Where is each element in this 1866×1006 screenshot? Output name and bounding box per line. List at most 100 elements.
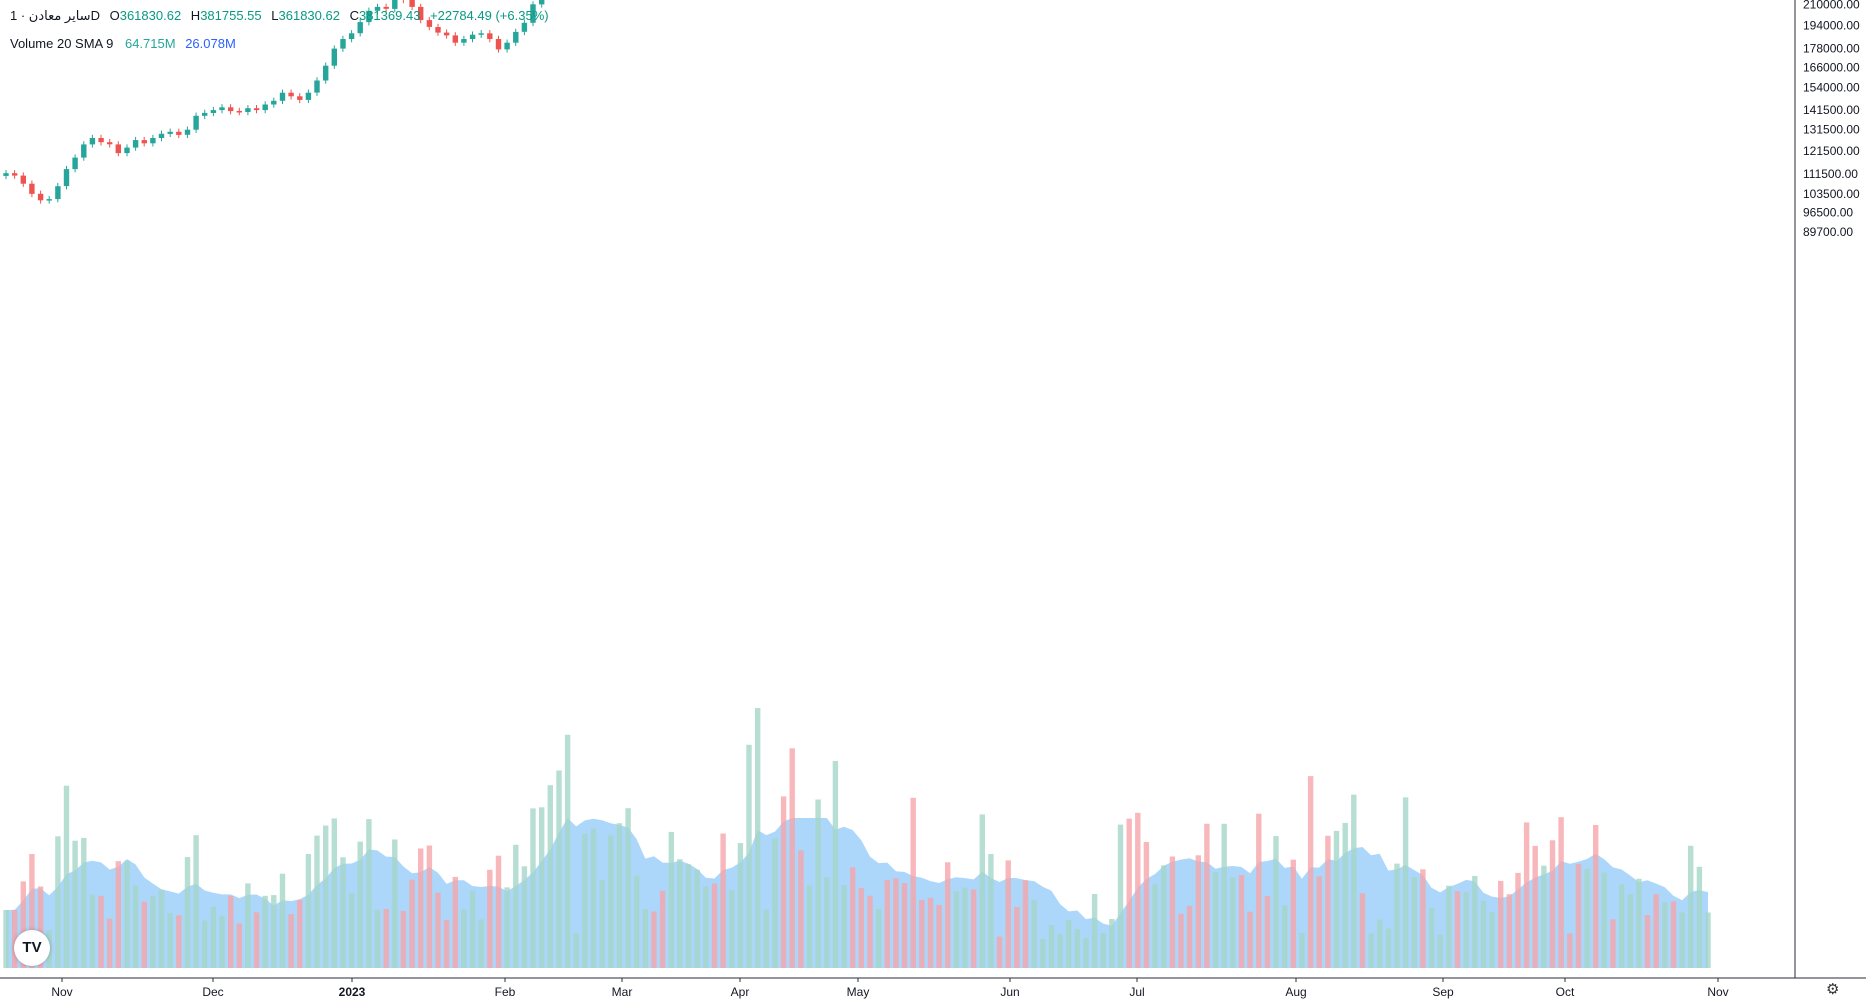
- volume-bar: [962, 887, 968, 968]
- volume-bar: [1472, 876, 1478, 968]
- x-tick-label: Dec: [202, 985, 223, 999]
- volume-bar: [1264, 896, 1271, 968]
- volume-bar: [245, 883, 251, 968]
- volume-bar: [513, 844, 519, 968]
- volume-bar: [184, 857, 191, 968]
- sma-value: 26.078M: [185, 36, 236, 51]
- volume-bar: [461, 909, 467, 968]
- volume-bar: [141, 901, 147, 968]
- candle-body: [89, 138, 96, 145]
- change-value: +22784.49 (+6.35%): [430, 8, 549, 23]
- candle-body: [469, 34, 476, 39]
- candle-body: [167, 131, 173, 134]
- candle-body: [478, 33, 484, 35]
- candle-body: [288, 92, 294, 97]
- volume-bar: [850, 867, 856, 968]
- volume-bar: [262, 895, 268, 968]
- volume-bar: [1169, 856, 1176, 968]
- volume-bar: [443, 920, 450, 968]
- volume-bar: [815, 799, 821, 968]
- volume-value: 64.715M: [124, 36, 176, 51]
- candle-body: [176, 131, 182, 135]
- volume-bar: [1316, 876, 1322, 968]
- volume-bar: [236, 923, 242, 968]
- volume-bar: [919, 900, 925, 968]
- volume-bar: [616, 823, 623, 968]
- volume-bar: [176, 915, 182, 968]
- x-tick-label: Nov: [51, 985, 72, 999]
- volume-bar: [478, 919, 484, 968]
- volume-bar: [193, 835, 199, 968]
- volume-bar: [1523, 822, 1530, 968]
- gear-icon[interactable]: ⚙: [1826, 981, 1840, 998]
- volume-bar: [1515, 872, 1521, 968]
- volume-bar: [29, 854, 35, 968]
- volume-bar: [1696, 866, 1703, 968]
- candle-body: [141, 140, 147, 144]
- volume-bar: [953, 891, 960, 968]
- volume-bar: [1636, 878, 1642, 968]
- high-value: 381755.55: [200, 8, 262, 23]
- volume-bar: [1688, 845, 1694, 968]
- candle-body: [262, 104, 268, 111]
- volume-bar: [107, 918, 113, 968]
- candle-body: [124, 147, 130, 154]
- candle-body: [55, 186, 61, 200]
- volume-bar: [945, 862, 951, 968]
- volume-bar: [1480, 900, 1487, 968]
- y-tick-label: 131500.00: [1803, 123, 1860, 137]
- candle-body: [305, 92, 312, 100]
- volume-bar: [1195, 855, 1201, 968]
- candle-body: [409, 0, 415, 7]
- volume-bar: [374, 909, 381, 968]
- candle-body: [297, 96, 303, 100]
- volume-bar: [202, 920, 208, 968]
- volume-bar: [668, 831, 674, 968]
- volume-bar: [115, 861, 121, 968]
- x-tick-label: 2023: [339, 985, 366, 999]
- volume-bar: [694, 869, 700, 968]
- y-tick-label: 121500.00: [1803, 144, 1860, 158]
- candle-body: [98, 138, 104, 143]
- candle-body: [452, 35, 458, 43]
- candle-body: [357, 22, 363, 34]
- volume-bar: [98, 895, 104, 968]
- tradingview-logo-icon[interactable]: TV: [14, 930, 50, 966]
- x-tick-label: Feb: [495, 985, 516, 999]
- volume-bar: [1178, 913, 1184, 968]
- volume-bar: [1402, 797, 1409, 968]
- volume-bar: [297, 899, 303, 968]
- volume-bar: [400, 911, 407, 968]
- volume-bar: [487, 869, 493, 968]
- candle-body: [530, 4, 536, 23]
- candle-body: [81, 144, 87, 158]
- candle-body: [279, 92, 286, 101]
- volume-bar: [150, 896, 156, 968]
- volume-bar: [1282, 905, 1288, 968]
- volume-bar: [1256, 813, 1262, 968]
- volume-bar: [642, 909, 649, 968]
- volume-bar: [1135, 812, 1141, 968]
- candle-body: [435, 27, 441, 33]
- candle-body: [340, 39, 346, 49]
- volume-bar: [1290, 859, 1296, 968]
- volume-bar: [1143, 842, 1150, 968]
- y-tick-label: 103500.00: [1803, 187, 1860, 201]
- volume-bar: [1351, 794, 1357, 968]
- volume-legend[interactable]: Volume 20 SMA 9 64.715M 26.078M: [10, 36, 236, 51]
- y-tick-label: 194000.00: [1803, 19, 1860, 33]
- symbol-legend: سایر معادن · 1D O361830.62 H381755.55 L3…: [10, 8, 555, 24]
- volume-bar: [1109, 919, 1115, 968]
- volume-bar: [1048, 925, 1055, 968]
- symbol-name[interactable]: سایر معادن · 1D: [10, 8, 100, 23]
- volume-bar: [357, 841, 363, 968]
- candle-body: [158, 133, 165, 138]
- volume-bar: [1299, 933, 1305, 968]
- volume-bar: [3, 910, 9, 968]
- volume-bar: [780, 796, 787, 968]
- volume-bar: [435, 892, 441, 968]
- candle-body: [12, 173, 18, 176]
- volume-bar: [132, 885, 139, 968]
